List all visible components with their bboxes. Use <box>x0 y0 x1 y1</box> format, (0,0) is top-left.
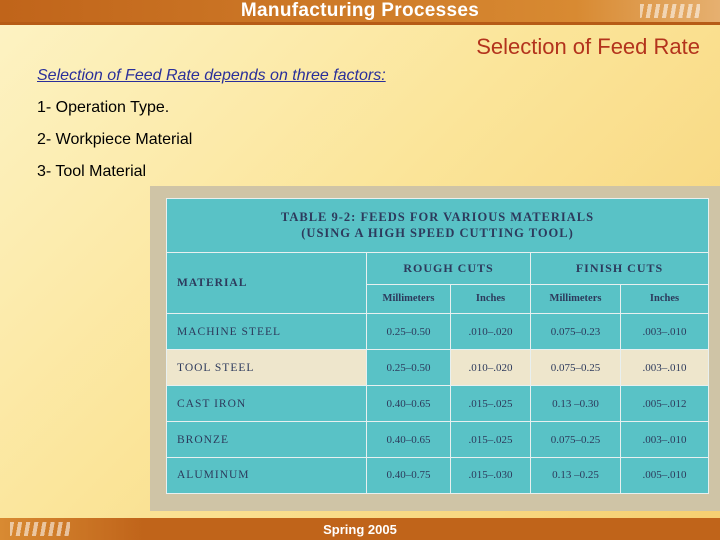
footer-bar: Spring 2005 <box>0 518 720 540</box>
finish-mm-cell: 0.075–0.25 <box>530 349 621 387</box>
material-cell: MACHINE STEEL <box>166 313 367 351</box>
finish-mm-cell: 0.13 –0.25 <box>530 456 621 495</box>
slide-subheading: Selection of Feed Rate depends on three … <box>37 67 386 84</box>
factor-item: 3- Tool Material <box>37 163 147 180</box>
table-image: TABLE 9-2: FEEDS FOR VARIOUS MATERIALS (… <box>150 186 720 511</box>
table-row: TOOL STEEL 0.25–0.50 .010–.020 0.075–0.2… <box>166 349 710 387</box>
footer-text: Spring 2005 <box>323 521 397 537</box>
rough-mm-cell: 0.40–0.65 <box>366 421 451 458</box>
rough-mm-cell: 0.40–0.75 <box>366 456 451 495</box>
factor-item: 2- Workpiece Material <box>37 131 193 148</box>
rough-mm-cell: 0.25–0.50 <box>366 349 451 387</box>
rough-mm-cell: 0.40–0.65 <box>366 385 451 423</box>
rough-in-cell: .010–.020 <box>450 349 531 387</box>
finish-in-cell: .003–.010 <box>619 349 710 387</box>
finish-in-cell: .003–.010 <box>619 313 710 351</box>
table-row: MACHINE STEEL 0.25–0.50 .010–.020 0.075–… <box>166 313 710 351</box>
finish-in-cell: .005–.010 <box>619 456 710 495</box>
finish-mm-cell: 0.13 –0.30 <box>530 385 621 423</box>
material-cell: BRONZE <box>166 421 367 458</box>
feeds-table: TABLE 9-2: FEEDS FOR VARIOUS MATERIALS (… <box>165 198 710 495</box>
rough-in-cell: .015–.025 <box>450 421 531 458</box>
presentation-title: Manufacturing Processes <box>240 0 480 21</box>
finish-mm-cell: 0.075–0.25 <box>530 421 621 458</box>
table-row: ALUMINUM 0.40–0.75 .015–.030 0.13 –0.25 … <box>166 456 710 495</box>
material-cell: CAST IRON <box>166 385 367 423</box>
rough-mm-header: Millimeters <box>366 283 451 315</box>
material-header: MATERIAL <box>166 251 367 315</box>
table-row: CAST IRON 0.40–0.65 .015–.025 0.13 –0.30… <box>166 385 710 423</box>
finish-cuts-header: FINISH CUTS <box>529 251 710 285</box>
rough-in-cell: .015–.025 <box>450 385 531 423</box>
rough-in-cell: .015–.030 <box>450 456 531 495</box>
finish-mm-cell: 0.075–0.23 <box>530 313 621 351</box>
table-caption: TABLE 9-2: FEEDS FOR VARIOUS MATERIALS (… <box>165 198 710 253</box>
slide-heading: Selection of Feed Rate <box>476 34 700 59</box>
finish-in-header: Inches <box>619 283 710 315</box>
table-row: BRONZE 0.40–0.65 .015–.025 0.075–0.25 .0… <box>166 421 710 458</box>
table-caption-line1: TABLE 9-2: FEEDS FOR VARIOUS MATERIALS <box>280 210 595 225</box>
material-cell: TOOL STEEL <box>166 349 367 387</box>
rough-cuts-header: ROUGH CUTS <box>366 251 531 285</box>
finish-mm-header: Millimeters <box>530 283 621 315</box>
decorative-stripes <box>640 4 700 18</box>
rough-mm-cell: 0.25–0.50 <box>366 313 451 351</box>
finish-in-cell: .005–.012 <box>619 385 710 423</box>
rough-in-header: Inches <box>450 283 531 315</box>
finish-in-cell: .003–.010 <box>619 421 710 458</box>
title-bar: Manufacturing Processes <box>0 0 720 22</box>
factor-item: 1- Operation Type. <box>37 99 170 116</box>
title-divider <box>0 22 720 25</box>
decorative-stripes <box>10 522 70 536</box>
table-caption-line2: (USING A HIGH SPEED CUTTING TOOL) <box>301 226 574 241</box>
material-cell: ALUMINUM <box>166 456 367 495</box>
rough-in-cell: .010–.020 <box>450 313 531 351</box>
